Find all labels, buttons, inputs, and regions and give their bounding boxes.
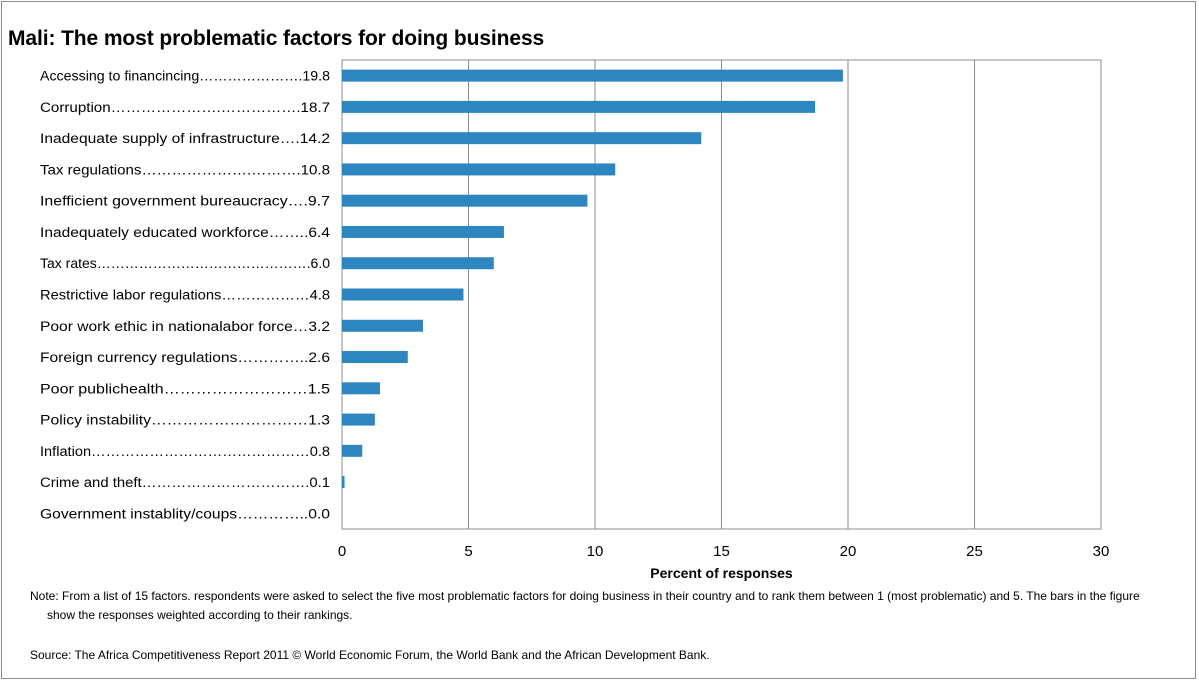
category-label: Crime and theft…………………………….0.1 [40,475,330,490]
bar [342,444,363,457]
x-tick-label: 20 [840,543,857,560]
x-tick-label: 30 [1093,543,1110,560]
bar [342,163,616,176]
category-label: Foreign currency regulations…………..2.6 [40,350,330,365]
x-tick-label: 25 [966,543,983,560]
bar [342,225,504,238]
category-label: Accessing to financincing………………….19.8 [40,69,330,84]
bar [342,288,464,301]
chart-title: Mali: The most problematic factors for d… [8,27,545,50]
x-tick-label: 5 [464,543,472,560]
category-label: Tax regulations………………….……….10.8 [40,162,330,177]
bar [342,413,375,426]
category-label: Inadequate supply of infrastructure….14.… [40,131,330,146]
bar [342,100,816,113]
category-label: Tax rates……………………………………….6.0 [40,256,330,271]
x-tick-label: 10 [587,543,604,560]
bar [342,132,702,145]
x-axis-title: Percent of responses [650,565,793,581]
category-label: Inadequately educated workforce……..6.4 [40,225,331,240]
chart-source: Source: The Africa Competitiveness Repor… [30,648,710,662]
category-label: Inflation………………………………………0.8 [40,444,330,459]
bar [342,69,843,82]
category-label: Restrictive labor regulations………………4.8 [40,288,330,303]
x-tick-label: 0 [338,543,346,560]
category-label: Government instablity/coups…………..0.0 [40,506,330,521]
bar [342,194,588,207]
category-label: Corruption………………….…………….18.7 [40,100,330,115]
bar [342,319,423,332]
plot-area: 0 5 10 15 20 25 30 Percent of responses Accessin… [40,59,1110,581]
bar [342,382,380,395]
category-label: Policy instability…………………………1.3 [40,413,330,428]
bar [342,257,494,270]
category-label: Inefficient government bureaucracy….9.7 [40,194,330,209]
bar [342,351,408,364]
chart-note: Note: From a list of 15 factors. respond… [30,589,1140,622]
x-tick-label: 15 [713,543,730,560]
category-label: Poor work ethic in nationalabor force…3.… [40,319,330,334]
category-label: Poor publichealth………………………1.5 [40,381,330,396]
bar [342,476,345,489]
